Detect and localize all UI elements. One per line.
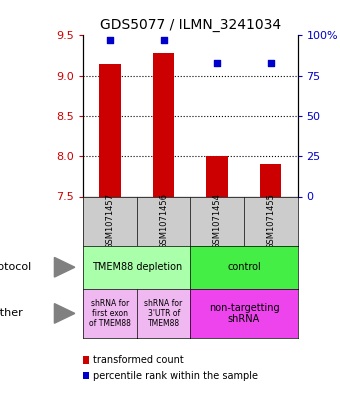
Text: percentile rank within the sample: percentile rank within the sample [93,371,258,381]
Point [215,60,220,66]
Point [107,37,113,43]
Point [161,37,166,43]
Text: protocol: protocol [0,262,31,272]
Point [268,60,273,66]
Bar [83,372,89,379]
Text: TMEM88 depletion: TMEM88 depletion [92,262,182,272]
Polygon shape [54,257,75,277]
Bar [260,164,282,196]
Bar [153,53,174,196]
Text: shRNA for
first exon
of TMEM88: shRNA for first exon of TMEM88 [89,299,131,328]
Text: control: control [227,262,261,272]
Text: shRNA for
3'UTR of
TMEM88: shRNA for 3'UTR of TMEM88 [144,299,183,328]
Text: GSM1071455: GSM1071455 [266,193,275,249]
Bar [206,156,228,196]
Text: other: other [0,309,23,318]
Text: GSM1071457: GSM1071457 [106,193,115,249]
Polygon shape [54,303,75,323]
Bar [99,64,121,196]
Text: GSM1071456: GSM1071456 [159,193,168,249]
Title: GDS5077 / ILMN_3241034: GDS5077 / ILMN_3241034 [100,18,281,31]
Bar [83,356,89,364]
Text: transformed count: transformed count [93,355,184,365]
Text: GSM1071454: GSM1071454 [213,193,222,249]
Text: non-targetting
shRNA: non-targetting shRNA [209,303,279,324]
